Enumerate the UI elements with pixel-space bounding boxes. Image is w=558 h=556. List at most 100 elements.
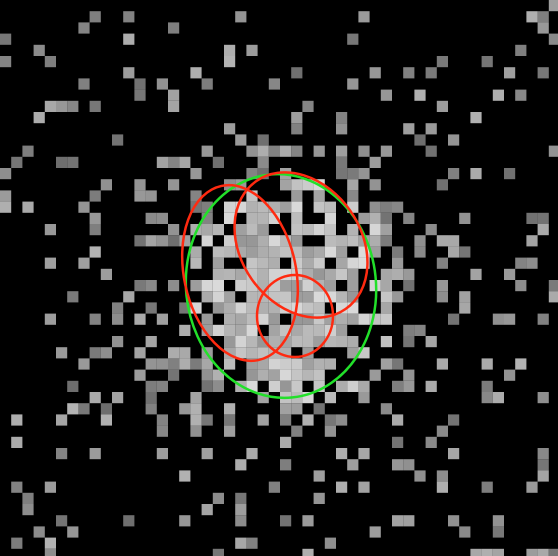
pixel	[44, 100, 56, 112]
pixel	[201, 448, 213, 460]
pixel	[224, 347, 236, 359]
pixel	[134, 235, 146, 247]
pixel	[235, 235, 247, 247]
pixel	[257, 224, 269, 236]
pixel	[504, 168, 516, 180]
pixel	[291, 369, 303, 381]
pixel	[302, 336, 314, 348]
pixel	[324, 212, 336, 224]
pixel	[324, 425, 336, 437]
pixel	[168, 369, 180, 381]
pixel	[156, 414, 168, 426]
pixel	[280, 291, 292, 303]
pixel	[448, 448, 460, 460]
pixel	[336, 257, 348, 269]
pixel	[324, 268, 336, 280]
pixel	[224, 358, 236, 370]
pixel	[235, 504, 247, 516]
pixel	[313, 369, 325, 381]
pixel	[324, 537, 336, 549]
pixel	[67, 403, 79, 415]
pixel	[470, 112, 482, 124]
pixel	[358, 11, 370, 23]
pixel	[515, 44, 527, 56]
pixel	[168, 358, 180, 370]
pixel	[156, 156, 168, 168]
pixel	[145, 212, 157, 224]
pixel	[156, 380, 168, 392]
pixel	[201, 504, 213, 516]
pixel	[548, 280, 558, 292]
pixel	[392, 515, 404, 527]
pixel	[235, 302, 247, 314]
pixel	[212, 548, 224, 556]
pixel	[224, 302, 236, 314]
pixel	[246, 313, 258, 325]
pixel	[235, 347, 247, 359]
pixel	[257, 257, 269, 269]
pixel	[313, 336, 325, 348]
pixel	[190, 425, 202, 437]
pixel	[537, 11, 549, 23]
pixel	[246, 380, 258, 392]
pixel	[190, 67, 202, 79]
pixel	[403, 336, 415, 348]
pixel	[11, 156, 23, 168]
pixel	[246, 302, 258, 314]
pixel	[347, 313, 359, 325]
pixel	[156, 448, 168, 460]
pixel	[0, 168, 12, 180]
pixel	[100, 414, 112, 426]
pixel	[201, 369, 213, 381]
pixel	[302, 246, 314, 258]
pixel	[291, 224, 303, 236]
pixel	[56, 100, 68, 112]
pixel	[313, 145, 325, 157]
pixel	[425, 336, 437, 348]
pixel	[246, 448, 258, 460]
pixel	[89, 11, 101, 23]
pixel	[280, 459, 292, 471]
pixel	[481, 392, 493, 404]
pixel	[392, 201, 404, 213]
pixel	[235, 324, 247, 336]
pixel	[291, 212, 303, 224]
pixel	[212, 291, 224, 303]
pixel	[89, 190, 101, 202]
pixel	[403, 324, 415, 336]
pixel	[515, 89, 527, 101]
pixel	[526, 235, 538, 247]
pixel	[123, 67, 135, 79]
pixel	[280, 145, 292, 157]
pixel	[224, 44, 236, 56]
pixel	[380, 145, 392, 157]
pixel	[156, 358, 168, 370]
pixel	[324, 313, 336, 325]
pixel	[347, 78, 359, 90]
pixel	[481, 380, 493, 392]
pixel	[302, 414, 314, 426]
pixel	[179, 515, 191, 527]
pixel	[537, 392, 549, 404]
pixel	[156, 212, 168, 224]
pixel	[268, 78, 280, 90]
pixel	[448, 134, 460, 146]
pixel	[369, 212, 381, 224]
pixel	[235, 336, 247, 348]
pixel	[257, 145, 269, 157]
pixel	[212, 257, 224, 269]
pixel	[123, 515, 135, 527]
pixel	[537, 67, 549, 79]
pixel	[56, 414, 68, 426]
pixel	[537, 459, 549, 471]
pixel	[436, 257, 448, 269]
pixel	[369, 179, 381, 191]
pixel	[235, 492, 247, 504]
pixel	[291, 67, 303, 79]
pixel	[291, 336, 303, 348]
pixel	[257, 201, 269, 213]
pixel	[358, 448, 370, 460]
pixel	[436, 358, 448, 370]
pixel	[515, 280, 527, 292]
